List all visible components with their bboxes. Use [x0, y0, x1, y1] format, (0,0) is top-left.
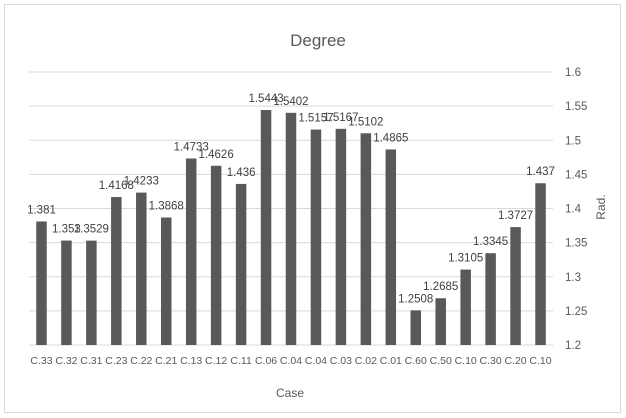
- x-tick-label: C.21: [155, 355, 177, 367]
- x-tick-label: C.33: [30, 355, 52, 367]
- x-axis-title: Case: [276, 386, 304, 400]
- bar: [535, 183, 546, 345]
- x-tick-label: C.10: [529, 355, 551, 367]
- x-tick-label: C.30: [480, 355, 502, 367]
- bar: [411, 310, 422, 345]
- x-tick-label: C.01: [380, 355, 402, 367]
- data-label: 1.2685: [423, 281, 458, 293]
- x-tick-label: C.11: [230, 355, 252, 367]
- y-tick-label: 1.45: [565, 169, 587, 181]
- x-tick-label: C.04: [305, 355, 327, 367]
- bar: [435, 298, 446, 345]
- x-tick-label: C.02: [355, 355, 377, 367]
- data-label: 1.4865: [373, 132, 408, 144]
- bar: [510, 227, 520, 345]
- data-label: 1.3345: [473, 236, 508, 248]
- data-label: 1.436: [227, 167, 256, 179]
- data-label: 1.437: [526, 166, 555, 178]
- bar: [485, 253, 496, 345]
- x-tick-label: C.04: [280, 355, 302, 367]
- data-label: 1.381: [27, 204, 56, 216]
- y-tick-label: 1.2: [565, 340, 581, 352]
- y-tick-label: 1.6: [565, 67, 581, 79]
- y-axis-ticks: 1.2 1.25 1.3 1.35 1.4 1.45 1.5 1.55 1.6: [565, 67, 587, 352]
- bar: [311, 130, 322, 345]
- bar: [186, 158, 197, 345]
- x-tick-label: C.12: [205, 355, 227, 367]
- x-tick-label: C.22: [130, 355, 152, 367]
- y-tick-label: 1.55: [565, 101, 587, 113]
- bar: [36, 221, 47, 345]
- x-tick-label: C.10: [455, 355, 477, 367]
- y-tick-label: 1.3: [565, 272, 581, 284]
- data-label: 1.3727: [498, 210, 533, 222]
- x-tick-label: C.60: [405, 355, 427, 367]
- chart-title: Degree: [290, 31, 346, 50]
- y-axis-title: Rad.: [594, 194, 608, 219]
- data-label: 1.5102: [348, 116, 383, 128]
- bar: [361, 133, 372, 345]
- data-label: 1.4626: [199, 149, 234, 161]
- bars: [36, 110, 546, 345]
- x-tick-label: C.23: [105, 355, 127, 367]
- data-label: 1.2508: [398, 293, 433, 305]
- y-tick-label: 1.25: [565, 306, 587, 318]
- x-tick-label: C.20: [504, 355, 526, 367]
- x-tick-label: C.32: [55, 355, 77, 367]
- bar: [86, 241, 97, 345]
- bar: [111, 197, 122, 345]
- x-tick-label: C.03: [330, 355, 352, 367]
- y-tick-label: 1.35: [565, 238, 587, 250]
- bar: [261, 110, 272, 345]
- bar: [460, 270, 471, 345]
- x-axis-categories: C.33 C.32 C.31 C.23 C.22 C.21 C.13 C.12 C.11 C.06…: [30, 355, 551, 367]
- data-label: 1.3868: [149, 201, 184, 213]
- bar: [336, 129, 347, 345]
- bar: [386, 149, 397, 345]
- x-tick-label: C.13: [180, 355, 202, 367]
- bar: [286, 113, 297, 345]
- data-label: 1.5402: [273, 96, 308, 108]
- data-label: 1.3105: [448, 253, 483, 265]
- bar: [211, 166, 222, 345]
- bar: [136, 193, 147, 345]
- x-tick-label: C.31: [80, 355, 102, 367]
- bar: [61, 241, 72, 345]
- x-tick-label: C.06: [255, 355, 277, 367]
- x-tick-label: C.50: [430, 355, 452, 367]
- data-label: 1.3529: [74, 224, 109, 236]
- data-label: 1.4233: [124, 176, 159, 188]
- bar: [161, 218, 172, 345]
- bar: [236, 184, 247, 345]
- y-tick-label: 1.4: [565, 204, 582, 216]
- y-tick-label: 1.5: [565, 135, 581, 147]
